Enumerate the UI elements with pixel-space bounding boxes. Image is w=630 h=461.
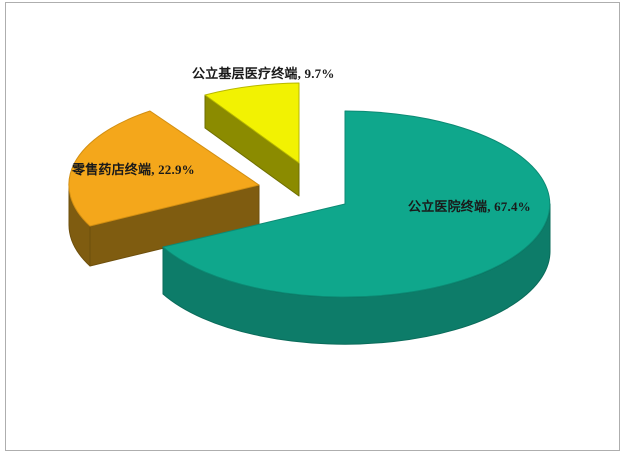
slice-label-public-grassroots: 公立基层医疗终端, 9.7%	[192, 66, 335, 81]
pie-slice-public-hospital	[162, 110, 551, 345]
slice-label-public-hospital: 公立医院终端, 67.4%	[408, 199, 531, 214]
yellow-slice-top-face	[204, 82, 300, 164]
slice-label-retail-pharmacy: 零售药店终端, 22.9%	[72, 162, 195, 177]
orange-slice-top-face	[68, 110, 260, 227]
teal-slice-top-face	[162, 110, 551, 298]
pie-slice-retail-pharmacy	[68, 110, 260, 267]
pie-slice-public-grassroots	[204, 82, 300, 197]
